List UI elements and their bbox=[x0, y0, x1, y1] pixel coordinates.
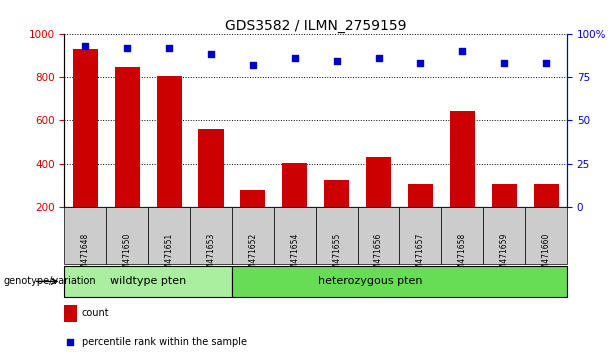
Bar bbox=[64, 266, 232, 297]
Bar bbox=[324, 180, 349, 207]
Text: GSM471655: GSM471655 bbox=[332, 233, 341, 279]
Title: GDS3582 / ILMN_2759159: GDS3582 / ILMN_2759159 bbox=[225, 19, 406, 33]
Bar bbox=[357, 207, 400, 264]
Point bbox=[248, 62, 257, 68]
Bar bbox=[316, 207, 357, 264]
Text: GSM471656: GSM471656 bbox=[374, 233, 383, 279]
Bar bbox=[73, 49, 98, 207]
Point bbox=[541, 60, 551, 66]
Bar bbox=[240, 190, 265, 207]
Point bbox=[457, 48, 467, 54]
Text: GSM471659: GSM471659 bbox=[500, 233, 509, 279]
Bar bbox=[441, 207, 483, 264]
Bar bbox=[483, 207, 525, 264]
Point bbox=[499, 60, 509, 66]
Text: wildtype pten: wildtype pten bbox=[110, 276, 186, 286]
Point bbox=[66, 339, 75, 345]
Bar bbox=[115, 67, 140, 207]
Bar bbox=[106, 207, 148, 264]
Text: count: count bbox=[82, 308, 110, 318]
Bar bbox=[366, 157, 391, 207]
Bar bbox=[408, 184, 433, 207]
Text: GSM471651: GSM471651 bbox=[164, 233, 173, 279]
Point bbox=[80, 43, 90, 48]
Text: heterozygous pten: heterozygous pten bbox=[318, 276, 422, 286]
Bar bbox=[64, 304, 77, 322]
Text: genotype/variation: genotype/variation bbox=[3, 276, 96, 286]
Text: GSM471652: GSM471652 bbox=[248, 233, 257, 279]
Point bbox=[206, 52, 216, 57]
Text: GSM471654: GSM471654 bbox=[290, 233, 299, 279]
Point bbox=[164, 45, 174, 50]
Point bbox=[332, 58, 341, 64]
Bar bbox=[232, 266, 567, 297]
Bar bbox=[525, 207, 567, 264]
Bar bbox=[64, 207, 106, 264]
Bar bbox=[450, 111, 475, 207]
Bar bbox=[148, 207, 190, 264]
Point bbox=[373, 55, 384, 61]
Point bbox=[122, 45, 132, 50]
Text: GSM471653: GSM471653 bbox=[207, 233, 216, 279]
Text: GSM471660: GSM471660 bbox=[541, 233, 550, 279]
Bar bbox=[274, 207, 316, 264]
Bar bbox=[492, 184, 517, 207]
Point bbox=[416, 60, 425, 66]
Text: percentile rank within the sample: percentile rank within the sample bbox=[82, 337, 247, 347]
Text: GSM471650: GSM471650 bbox=[123, 233, 132, 279]
Bar bbox=[190, 207, 232, 264]
Bar bbox=[282, 162, 307, 207]
Point bbox=[290, 55, 300, 61]
Bar bbox=[533, 184, 558, 207]
Text: GSM471658: GSM471658 bbox=[458, 233, 467, 279]
Bar bbox=[232, 207, 274, 264]
Bar bbox=[156, 76, 181, 207]
Bar bbox=[400, 207, 441, 264]
Text: GSM471648: GSM471648 bbox=[81, 233, 90, 279]
Text: GSM471657: GSM471657 bbox=[416, 233, 425, 279]
Bar bbox=[199, 129, 224, 207]
